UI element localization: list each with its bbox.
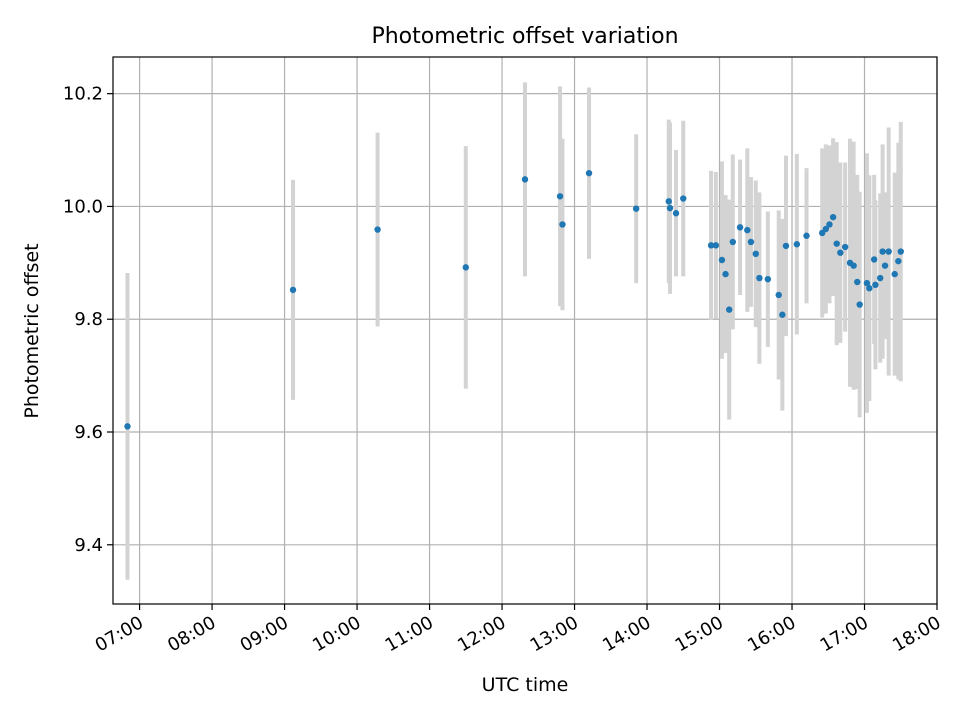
data-point [556, 193, 564, 200]
data-point [866, 285, 873, 292]
data-point [722, 270, 729, 278]
y-axis-label: Photometric offset [21, 243, 43, 418]
data-point [756, 274, 763, 282]
x-axis-label: UTC time [482, 674, 569, 696]
data-point [764, 275, 772, 283]
data-point [826, 221, 833, 228]
data-points [124, 169, 904, 430]
y-tick-label: 9.4 [74, 535, 103, 556]
data-point [725, 306, 733, 313]
data-point [752, 250, 759, 258]
data-point [666, 204, 674, 212]
data-point [779, 311, 786, 318]
data-point [863, 279, 871, 287]
data-point [707, 242, 715, 249]
y-axis-ticks: 9.4 9.6 9.8 10.0 10.2 [63, 84, 113, 556]
data-point [665, 198, 672, 205]
data-point [885, 248, 892, 255]
data-point [854, 278, 861, 286]
data-point [718, 256, 726, 264]
data-point [775, 291, 782, 299]
data-point [729, 238, 737, 246]
chart-title: Photometric offset variation [371, 24, 678, 49]
data-point [833, 240, 840, 247]
data-point [289, 286, 297, 294]
data-point [559, 221, 566, 228]
data-point [374, 226, 381, 233]
data-point [841, 243, 849, 251]
data-point [462, 264, 469, 271]
axes-frame [112, 56, 938, 605]
y-tick-label: 9.8 [74, 309, 103, 330]
data-point [585, 169, 593, 177]
data-point [891, 270, 898, 278]
data-point [822, 225, 830, 233]
data-point [850, 262, 857, 269]
data-point [736, 224, 744, 231]
data-point [680, 195, 687, 202]
data-point [124, 423, 131, 430]
y-tick-label: 9.6 [74, 422, 103, 443]
data-point [895, 257, 902, 265]
data-point [870, 256, 878, 263]
data-point [803, 232, 810, 239]
data-point [837, 249, 844, 256]
y-tick-label: 10.2 [63, 84, 103, 105]
data-point [712, 242, 720, 249]
data-point [897, 248, 904, 255]
data-point [521, 176, 529, 183]
data-point [782, 242, 790, 250]
data-point [744, 226, 751, 234]
data-point [856, 301, 863, 308]
data-point [881, 262, 889, 269]
data-point [829, 213, 837, 221]
y-tick-label: 10.0 [63, 196, 103, 217]
data-point [672, 210, 680, 217]
data-point [872, 281, 879, 289]
data-point [877, 274, 884, 282]
data-point [747, 238, 755, 246]
data-point [632, 205, 640, 212]
data-point [793, 241, 801, 248]
data-point [879, 248, 886, 255]
